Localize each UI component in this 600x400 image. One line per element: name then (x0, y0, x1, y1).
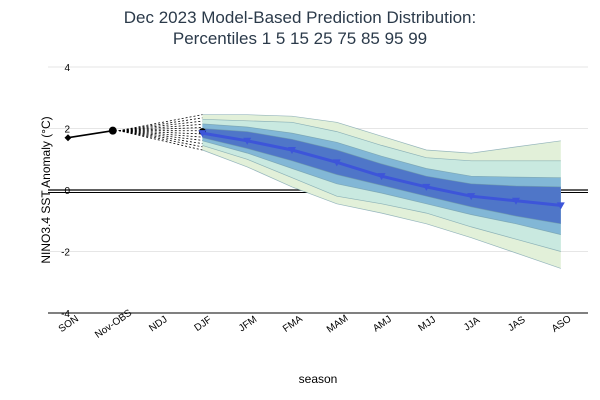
x-tick-label: Nov-OBS (93, 307, 134, 340)
observed-point-son (64, 134, 72, 142)
plume-line (118, 127, 203, 132)
median-point (198, 130, 207, 138)
x-tick-label: JFM (237, 314, 259, 334)
observed-point-nov (108, 126, 117, 135)
median-point (556, 202, 565, 210)
plume-line (118, 130, 203, 138)
series-layer (64, 126, 565, 210)
x-tick-label: MAM (325, 313, 350, 335)
x-tick-labels: SON Nov-OBS NDJ DJF JFM FMA MAM AMJ MJJ JJA JAS ASO (57, 307, 574, 340)
band-lower-edge-25-75 (202, 137, 561, 225)
median-point (243, 137, 252, 145)
x-tick-label: MJJ (417, 314, 438, 334)
band-upper-edge-15-85 (202, 123, 561, 179)
observed-plume (118, 114, 203, 151)
plume-line (118, 130, 203, 135)
x-tick-label: JJA (462, 315, 482, 334)
median-point (377, 173, 386, 181)
median-point (512, 197, 520, 205)
y-tick-label: 2 (64, 125, 70, 136)
band-upper-edge-5-95 (202, 118, 561, 162)
y-tick-label: 0 (64, 186, 70, 197)
x-tick-label: NDJ (147, 314, 169, 334)
plume-line (118, 123, 203, 132)
chart-title-line-1: Dec 2023 Model-Based Prediction Distribu… (124, 8, 476, 27)
y-axis-label: NINO3.4 SST Anomaly (°C) (39, 116, 53, 263)
x-axis-label: season (299, 372, 338, 386)
y-tick-label: 4 (64, 63, 70, 74)
observed-line (67, 129, 113, 139)
band-upper-edge-25-75 (202, 128, 561, 188)
median-point (467, 193, 476, 201)
band-upper-edge-1-99 (202, 114, 561, 154)
x-tick-label: AMJ (371, 314, 394, 334)
x-tick-label: FMA (281, 313, 305, 334)
x-tick-label: ASO (550, 314, 574, 335)
band-lower-edge-1-99 (202, 149, 561, 269)
x-tick-label: JAS (506, 314, 528, 334)
x-tick-label: DJF (193, 314, 214, 334)
band-lower-edge-5-95 (202, 145, 561, 252)
median-point (288, 147, 296, 155)
y-tick-label: -4 (61, 309, 70, 320)
y-tick-labels: -4 -2 0 2 4 (61, 63, 70, 320)
plume-line (118, 130, 203, 148)
y-tick-label: -2 (61, 248, 70, 259)
median-point (422, 183, 431, 191)
median-point (332, 159, 341, 167)
percentile-bands (202, 114, 561, 269)
band-lower-edge-15-85 (202, 140, 561, 235)
chart-title-line-2: Percentiles 1 5 15 25 75 85 95 99 (173, 29, 427, 48)
